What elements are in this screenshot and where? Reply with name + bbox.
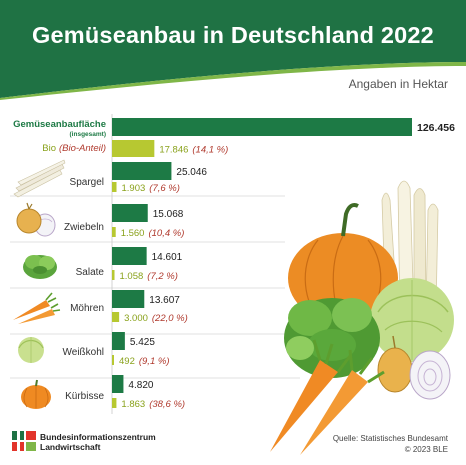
org-name: Bundesinformationszentrum Landwirtschaft [40,432,156,452]
bio-bar [112,355,114,365]
bio-value: 492 [119,356,135,367]
bio-label: Bio (Bio-Anteil) [42,143,106,154]
total-value-label: 126.456 [417,122,455,134]
lettuce-large-icon [284,298,380,378]
bio-value: 1.863 [121,399,145,410]
page-title: Gemüseanbau in Deutschland 2022 [32,22,434,48]
org-line2: Landwirtschaft [40,442,101,452]
total-bar [112,332,125,350]
onion-large-icon [377,335,451,400]
total-value-label: 13.607 [149,295,180,306]
bio-value-label: 1.863 (38,6 %) [121,399,185,410]
bio-value-label: 1.903 (7,6 %) [122,183,180,194]
bio-share: (22,0 %) [152,313,188,324]
bio-value: 1.560 [121,228,145,239]
total-value-label: 14.601 [152,252,183,263]
bio-bar [112,227,116,237]
bio-word: Bio [42,143,56,154]
bio-share: (9,1 %) [139,356,170,367]
unit-label: Angaben in Hektar [348,77,448,91]
bio-value-label: 3.000 (22,0 %) [124,313,188,324]
bio-value-label: 1.560 (10,4 %) [121,228,185,239]
source-note: Quelle: Statistisches Bundesamt © 2023 B… [333,433,448,455]
bio-sublabel: (Bio-Anteil) [59,143,106,154]
pumpkin-icon [21,379,51,409]
bio-value-label: 492 (9,1 %) [119,356,169,367]
bio-bar [112,270,115,280]
carrots-large-icon [270,339,385,455]
copyright-text: © 2023 BLE [404,445,448,454]
bio-bar [112,182,117,192]
lettuce-icon [23,255,57,279]
row-separators [10,195,300,379]
bio-share: (7,6 %) [149,183,180,194]
total-bar [112,290,145,308]
total-value-label: 25.046 [176,167,207,178]
footer-logo-block: Bundesinformationszentrum Landwirtschaft [12,428,212,458]
total-bar [112,204,148,222]
bio-value: 17.846 [159,145,188,156]
total-sublabel: (insgesamt) [70,131,106,138]
cabbage-icon [18,337,44,363]
bio-share: (38,6 %) [149,399,185,410]
bio-value: 1.903 [122,183,146,194]
bio-bar [112,140,155,157]
category-label: Spargel [70,177,104,188]
org-line1: Bundesinformationszentrum [40,432,156,442]
bio-bar [112,398,117,408]
bio-value-label: 1.058 (7,2 %) [120,271,178,282]
carrot-icon [13,292,61,324]
total-value-label: 5.425 [130,337,155,348]
category-label: Zwiebeln [64,222,104,233]
total-bar [112,118,412,136]
bio-share: (14,1 %) [192,145,228,156]
bio-bar [112,312,120,322]
category-label: Weißkohl [63,347,105,358]
bio-value: 3.000 [124,313,148,324]
total-label: Gemüseanbaufläche [13,119,106,130]
asparagus-icon [13,159,66,198]
bio-value-label: 17.846 (14,1 %) [159,145,228,156]
bio-share: (10,4 %) [148,228,184,239]
total-value-label: 4.820 [128,380,153,391]
total-value-label: 15.068 [153,209,184,220]
header-banner [0,0,466,100]
category-label: Salate [76,267,105,278]
bzl-logo-icon [12,428,38,454]
total-bar [112,247,147,265]
total-bar [112,375,124,393]
vegetable-illustration [270,180,454,455]
bio-value: 1.058 [120,271,144,282]
category-label: Kürbisse [65,391,104,402]
bio-share: (7,2 %) [147,271,178,282]
category-label: Möhren [70,303,104,314]
cabbage-large-icon [370,278,454,362]
onion-icon [16,202,56,237]
source-text: Quelle: Statistisches Bundesamt [332,434,448,443]
total-bar [112,162,172,180]
